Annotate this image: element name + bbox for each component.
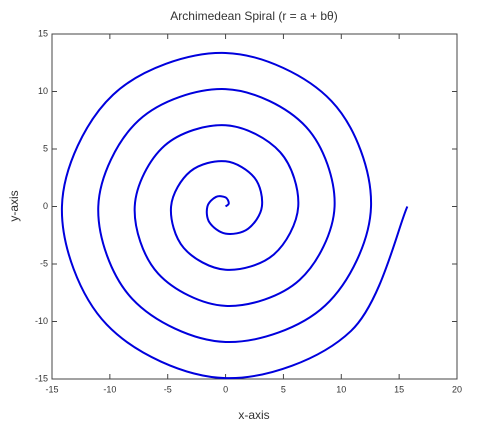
plot-frame: [51, 33, 458, 380]
y-tick-label: 15: [38, 28, 48, 38]
x-tick-label: 15: [394, 384, 404, 394]
y-tick-label: 0: [43, 201, 48, 211]
y-tick-label: 10: [38, 86, 48, 96]
y-tick-label: -5: [40, 258, 48, 268]
y-tick-label: -15: [35, 373, 48, 383]
x-axis-label: x-axis: [238, 408, 269, 422]
x-tick-label: -15: [45, 384, 58, 394]
chart-title: Archimedean Spiral (r = a + bθ): [170, 9, 337, 23]
x-tick-label: 5: [281, 384, 286, 394]
x-tick-label: 10: [336, 384, 346, 394]
y-axis-label: y-axis: [7, 190, 21, 221]
x-tick-label: 0: [223, 384, 228, 394]
x-tick-label: -5: [164, 384, 172, 394]
x-tick-label: 20: [452, 384, 462, 394]
spiral-line: [60, 51, 409, 380]
x-tick-label: -10: [103, 384, 116, 394]
y-tick-label: -10: [35, 316, 48, 326]
y-tick-label: 5: [43, 143, 48, 153]
